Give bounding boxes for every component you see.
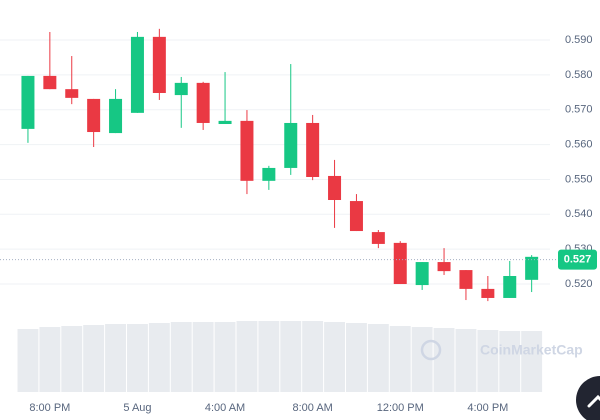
volume-bar — [324, 322, 345, 392]
volume-bar — [455, 329, 477, 392]
candle-body — [328, 175, 342, 201]
candle — [328, 159, 342, 228]
candle-body — [284, 122, 298, 168]
candle-body — [43, 75, 57, 90]
candle — [218, 72, 232, 125]
candle — [130, 31, 144, 113]
candle-body — [503, 276, 517, 298]
volume-bar — [302, 321, 324, 392]
volume-bar — [477, 330, 499, 392]
volume-bar — [499, 331, 521, 392]
x-tick-label: 8:00 AM — [292, 402, 332, 414]
candle-body — [349, 201, 363, 232]
candle-body — [87, 98, 101, 133]
candle — [437, 248, 451, 275]
volume-bar — [148, 323, 170, 392]
volume-bar — [433, 328, 455, 392]
candle — [393, 241, 407, 285]
candle — [284, 64, 298, 175]
volume-bar — [367, 324, 389, 392]
x-tick-label: 4:00 AM — [205, 402, 245, 414]
volume-bar — [389, 326, 411, 392]
candle — [371, 229, 385, 249]
candle — [415, 262, 429, 290]
candle — [21, 75, 35, 143]
candle — [87, 98, 101, 148]
candle — [525, 255, 539, 293]
current-price-label: 0.527 — [564, 254, 592, 266]
candle-body — [371, 232, 385, 244]
watermark-logo — [420, 339, 442, 361]
plot: 0.5200.5300.5400.5500.5600.5700.5800.590… — [0, 28, 597, 414]
volume-bar — [127, 324, 148, 392]
candle-body — [174, 82, 188, 96]
volume-bar — [192, 322, 214, 392]
candle — [481, 276, 495, 302]
candle-body — [21, 75, 35, 129]
volume-bar — [411, 327, 433, 392]
candle-body — [130, 36, 144, 113]
candle-body — [525, 256, 539, 280]
volume-bar — [280, 321, 302, 392]
candle-body — [437, 262, 451, 272]
candle-body — [393, 242, 407, 285]
candle — [196, 81, 210, 130]
y-tick-label: 0.590 — [565, 34, 593, 46]
x-tick-label: 5 Aug — [123, 402, 151, 414]
candle-body — [306, 122, 320, 177]
candle-body — [240, 120, 254, 181]
y-tick-label: 0.550 — [565, 173, 593, 185]
candle — [152, 28, 166, 100]
candle-body — [65, 89, 79, 98]
y-tick-label: 0.570 — [565, 104, 593, 116]
volume-bar — [61, 326, 83, 392]
volume-bar — [214, 322, 236, 392]
volume-bar — [105, 324, 126, 392]
y-tick-label: 0.560 — [565, 138, 593, 150]
y-tick-label: 0.520 — [565, 278, 593, 290]
candle — [306, 114, 320, 181]
volume-bar — [258, 321, 280, 392]
candle — [109, 89, 123, 134]
candle — [262, 165, 276, 190]
volume-bar — [39, 327, 61, 392]
watermark: CoinMarketCap — [480, 342, 583, 358]
candle-body — [109, 98, 123, 134]
candle — [174, 76, 188, 128]
candle — [65, 56, 79, 105]
candle-body — [415, 262, 429, 286]
x-tick-label: 8:00 PM — [29, 402, 70, 414]
candle-body — [459, 270, 473, 289]
candle — [503, 261, 517, 298]
volume-bar — [346, 323, 367, 392]
scroll-top-button[interactable] — [576, 376, 600, 420]
volume-bar — [236, 321, 258, 392]
volume-bar — [83, 325, 105, 392]
candle-body — [152, 36, 166, 93]
candle — [43, 31, 57, 90]
y-tick-label: 0.540 — [565, 208, 593, 220]
candle-body — [218, 120, 232, 125]
volume-bar — [17, 329, 39, 392]
y-tick-label: 0.580 — [565, 69, 593, 81]
candle — [240, 110, 254, 195]
volume-bar — [521, 331, 543, 392]
candle — [349, 194, 363, 232]
candle-body — [196, 82, 210, 123]
x-tick-label: 4:00 PM — [467, 402, 508, 414]
x-tick-label: 12:00 PM — [377, 402, 424, 414]
volume-bar — [170, 322, 192, 392]
candle — [459, 270, 473, 301]
current-price-box — [558, 249, 597, 270]
candle-body — [262, 167, 276, 181]
volume-bars — [17, 321, 543, 392]
candle-body — [481, 288, 495, 298]
